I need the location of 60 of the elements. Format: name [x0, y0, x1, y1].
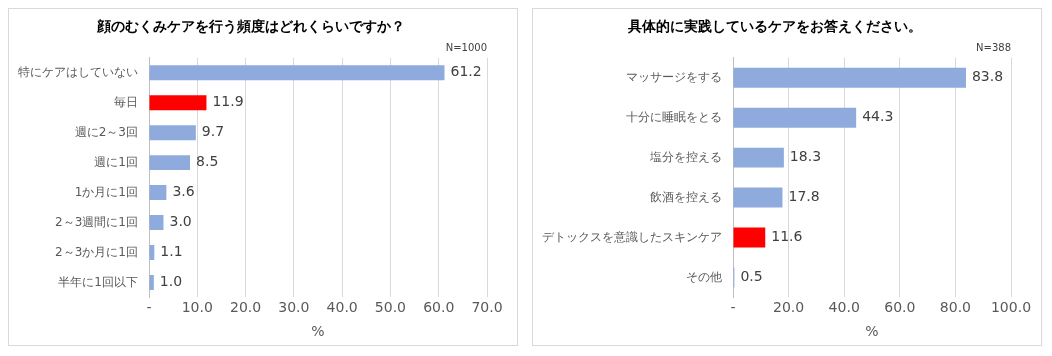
bar — [149, 185, 167, 201]
data-label: 1.1 — [160, 243, 183, 260]
x-tick-label: 40.0 — [828, 299, 860, 316]
data-label: 3.6 — [172, 183, 195, 200]
x-tick-label: 50.0 — [374, 299, 407, 316]
bar — [149, 215, 164, 231]
x-tick-label: 20.0 — [229, 299, 262, 316]
data-label: 44.3 — [862, 108, 894, 125]
text: N=1000 — [445, 42, 487, 54]
bar — [149, 155, 191, 171]
y-tick-label: 飲酒を控える — [650, 189, 722, 204]
y-tick-label: 塩分を控える — [649, 149, 722, 164]
x-tick-label: 20.0 — [773, 299, 805, 316]
y-tick-label: デトックスを意識したスキンケア — [542, 229, 722, 244]
data-label: 0.5 — [740, 268, 763, 285]
data-label: 18.3 — [789, 148, 822, 165]
x-tick-label: 40.0 — [326, 299, 358, 316]
x-tick-label: - — [146, 299, 152, 316]
x-tick-label: 10.0 — [181, 299, 213, 316]
chart-title: 具体的に実践しているケアをお答えください。 — [627, 18, 922, 35]
bar — [149, 95, 207, 111]
bar — [733, 147, 784, 168]
x-tick-label: 100.0 — [990, 299, 1032, 316]
bar — [149, 65, 445, 81]
data-label: 11.6 — [771, 228, 803, 245]
x-tick-label: 60.0 — [423, 299, 455, 316]
data-label: 11.9 — [212, 93, 244, 110]
bar — [733, 67, 966, 88]
text: N=388 — [976, 42, 1011, 54]
data-label: 83.8 — [971, 68, 1004, 85]
y-tick-label: 毎日 — [114, 94, 138, 109]
y-tick-label: 2～3か月に1回 — [55, 244, 138, 259]
bar — [733, 107, 857, 128]
y-tick-label: 週に1回 — [94, 154, 138, 169]
y-tick-label: 2～3週間に1回 — [55, 214, 138, 229]
data-label: 1.0 — [159, 273, 183, 290]
chart-title: 顔のむくみケアを行う頻度はどれくらいですか？ — [96, 18, 405, 36]
y-tick-label: マッサージをする — [626, 69, 722, 84]
y-tick-label: その他 — [686, 269, 722, 284]
data-label: 3.0 — [169, 213, 192, 230]
x-axis-title: % — [311, 323, 325, 340]
y-tick-label: 1か月に1回 — [74, 184, 138, 199]
y-tick-label: 十分に睡眠をとる — [626, 109, 722, 124]
bar — [733, 187, 783, 208]
x-tick-label: 60.0 — [884, 299, 916, 316]
x-tick-label: 70.0 — [471, 299, 503, 316]
data-label: 61.2 — [450, 63, 482, 80]
x-tick-label: 30.0 — [278, 299, 310, 316]
data-label: 17.8 — [788, 188, 820, 205]
y-tick-label: 週に2～3回 — [74, 124, 138, 139]
data-label: 9.7 — [201, 123, 225, 140]
data-label: 8.5 — [196, 153, 219, 170]
bar — [149, 274, 154, 290]
bar — [149, 125, 196, 141]
x-axis-title: % — [865, 323, 879, 340]
y-tick-label: 半年に1回以下 — [58, 274, 138, 289]
bar — [733, 227, 766, 248]
x-tick-label: - — [730, 299, 736, 316]
x-tick-label: 80.0 — [939, 299, 971, 316]
y-tick-label: 特にケアはしていない — [18, 64, 138, 79]
